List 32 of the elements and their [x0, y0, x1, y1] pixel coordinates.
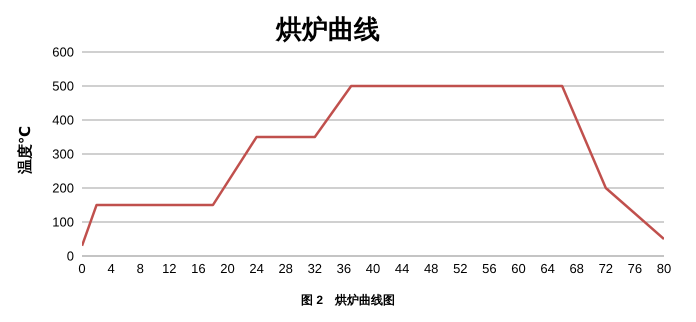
x-tick-label: 80: [656, 261, 672, 276]
y-tick-label: 0: [66, 248, 74, 264]
y-tick-label: 200: [52, 180, 74, 196]
caption: 图 2 烘炉曲线图: [300, 292, 396, 309]
y-tick-label: 600: [52, 44, 74, 60]
x-tick-label: 40: [366, 261, 380, 276]
line-series: [82, 84, 664, 248]
x-tick-label: 52: [453, 261, 468, 276]
x-tick-label: 28: [278, 261, 293, 276]
y-tick-label: 300: [52, 146, 74, 162]
y-tick-label: 500: [52, 78, 74, 94]
x-tick-label: 68: [569, 261, 584, 276]
y-tick-label: 100: [52, 214, 74, 230]
x-tick-label: 20: [220, 261, 235, 276]
x-tick-label: 48: [424, 261, 438, 276]
x-tick-label: 44: [394, 261, 410, 276]
x-tick-label: 32: [308, 261, 322, 276]
x-tick-label: 36: [336, 261, 352, 276]
chart-title: 烘炉曲线: [276, 15, 380, 45]
y-axis-title: 温度℃: [16, 124, 35, 176]
x-tick-label: 64: [540, 261, 555, 276]
x-tick-label: 0: [78, 261, 86, 276]
x-tick-label: 24: [249, 261, 264, 276]
x-tick-label: 72: [598, 261, 614, 276]
x-tick-label: 4: [107, 261, 115, 276]
x-tick-label: 12: [162, 261, 177, 276]
x-tick-label: 76: [628, 261, 642, 276]
x-tick-label: 56: [482, 261, 497, 276]
x-tick-label: 16: [191, 261, 206, 276]
y-tick-label: 400: [52, 112, 74, 128]
x-tick-label: 60: [511, 261, 526, 276]
x-tick-label: 8: [136, 261, 144, 276]
